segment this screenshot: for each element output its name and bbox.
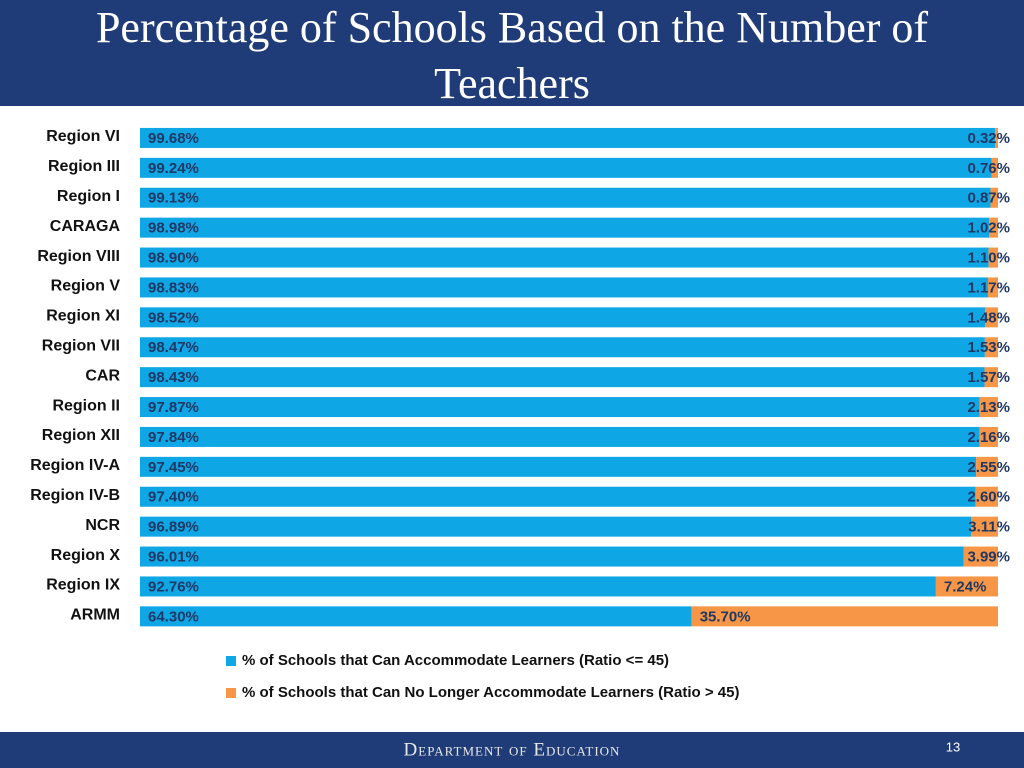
value-label: 98.47% [148,339,199,356]
bar-segment [140,217,990,238]
bar-segment [991,157,998,178]
bar-segment [935,576,998,597]
value-label: 96.89% [148,519,199,536]
y-tick-label: NCR [85,517,120,534]
bar-segment [971,516,998,537]
y-tick-label: Region XI [46,308,120,325]
bar-segment [995,127,998,148]
title-band [0,0,1024,106]
value-label: 92.76% [148,578,199,595]
y-tick-label: Region IX [46,577,120,594]
bar-segment [140,127,996,148]
title-box: Percentage of Schools Based on the Numbe… [95,3,929,106]
value-label: 1.57% [967,369,1010,386]
value-label: 98.98% [148,220,199,237]
bar-segment [979,426,998,447]
footer-text: Department of Education [404,739,621,760]
y-tick-label: ARMM [70,607,120,624]
y-tick-label: Region VII [42,337,120,354]
bar-segment [987,277,998,298]
value-label: 1.02% [967,220,1010,237]
y-tick-label: CAR [85,367,120,384]
value-label: 3.11% [968,519,1010,536]
bar-segment [140,367,985,388]
legend-label: % of Schools that Can No Longer Accommod… [242,684,739,701]
value-label: 1.53% [967,339,1010,356]
bar-segment [988,247,998,268]
value-label: 2.13% [967,399,1010,416]
bar-segment [140,187,991,208]
bar-segment [985,307,998,328]
bar-segment [140,606,692,627]
page-number: 13 [946,739,960,754]
y-tick-label: Region X [51,547,121,564]
footer-band [0,732,1024,768]
bar-segment [140,397,980,418]
y-tick-label: Region V [51,278,121,295]
bar-segment [140,337,985,358]
bar-segment [984,337,998,358]
value-label: 97.40% [148,489,199,506]
value-label: 3.99% [967,549,1010,566]
bar-segment [140,157,992,178]
legend-label: % of Schools that Can Accommodate Learne… [242,652,669,669]
value-label: 1.10% [967,250,1010,267]
bar-segment [140,546,964,567]
chart-title: Percentage of Schools Based on the Numbe… [95,3,929,106]
bar-segment [140,307,986,328]
y-tick-label: Region IV-B [30,487,120,504]
y-tick-label: Region IV-A [30,457,120,474]
value-label: 99.24% [148,160,199,177]
value-label: 98.90% [148,250,199,267]
value-label: 98.52% [148,309,199,326]
bar-segment [140,426,980,447]
bar-segment [979,397,998,418]
bar-segment [963,546,998,567]
value-label: 2.55% [967,459,1010,476]
bar-segment [976,456,998,477]
bar-segment [990,187,998,208]
bar-segment [691,606,998,627]
value-label: 99.13% [148,190,199,207]
y-tick-label: Region III [48,158,120,175]
value-label: 0.76% [967,160,1010,177]
y-tick-label: Region I [57,188,120,205]
legend-swatch [226,688,236,698]
y-tick-label: Region XII [42,427,120,444]
bar-segment [989,217,998,238]
value-label: 2.60% [967,489,1010,506]
bar-segment [984,367,998,388]
value-label: 64.30% [148,608,199,625]
value-label: 0.87% [967,190,1010,207]
value-label: 2.16% [967,429,1010,446]
value-label: 96.01% [148,549,199,566]
bar-segment [140,456,977,477]
value-label: 99.68% [148,130,199,147]
value-label: 0.32% [967,130,1010,147]
value-label: 97.84% [148,429,199,446]
y-tick-label: Region II [52,397,120,414]
value-label: 97.45% [148,459,199,476]
value-label: 7.24% [944,578,987,595]
y-tick-label: CARAGA [50,218,121,235]
value-label: 98.43% [148,369,199,386]
value-label: 98.83% [148,279,199,296]
bar-segment [975,486,998,507]
bar-segment [140,277,988,298]
value-label: 1.17% [967,279,1010,296]
value-label: 35.70% [700,608,751,625]
bar-segment [140,516,972,537]
bar-segment [140,576,936,597]
legend-swatch [226,656,236,666]
y-tick-label: Region VI [46,128,120,145]
bar-segment [140,247,989,268]
value-label: 1.48% [967,309,1010,326]
value-label: 97.87% [148,399,199,416]
bar-segment [140,486,976,507]
y-tick-label: Region VIII [37,248,120,265]
